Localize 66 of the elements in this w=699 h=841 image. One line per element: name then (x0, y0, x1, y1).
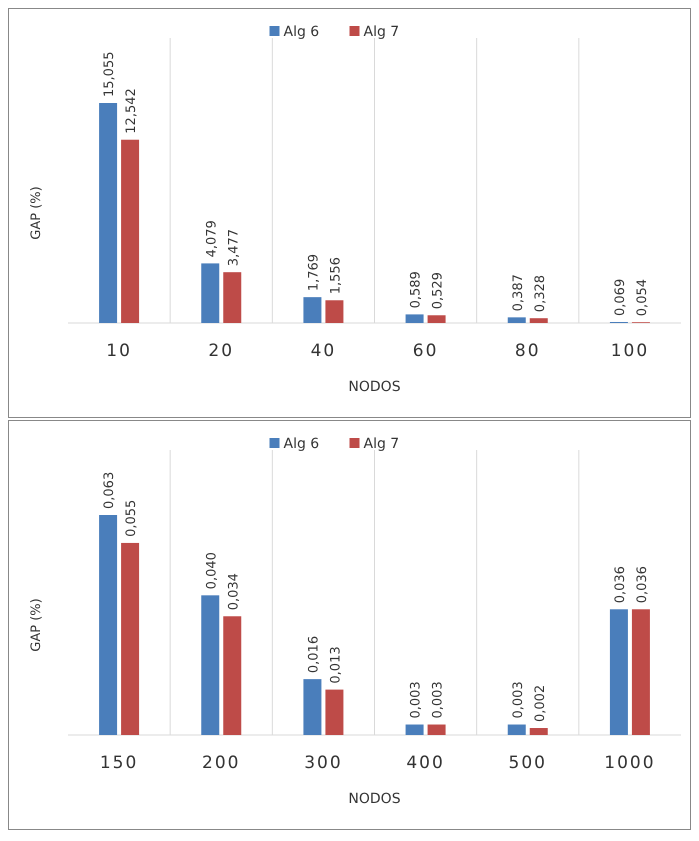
data-label: 0,055 (124, 500, 140, 537)
bar (325, 300, 344, 323)
bar (303, 297, 322, 323)
bar (223, 272, 242, 323)
bar (303, 679, 322, 735)
bar (530, 728, 548, 735)
x-tick-label: 1000 (604, 753, 656, 773)
data-label: 0,013 (328, 646, 344, 684)
x-tick-label: 400 (406, 753, 445, 773)
data-label: 0,589 (408, 271, 424, 308)
bar (428, 724, 446, 735)
bar (508, 724, 526, 735)
bar (223, 616, 242, 735)
x-tick-label: 40 (310, 341, 336, 361)
y-axis-title: GAP (%) (29, 598, 44, 652)
x-tick-label: 80 (514, 341, 541, 361)
x-tick-label: 60 (412, 341, 438, 361)
x-tick-label: 300 (304, 753, 343, 773)
bar (406, 314, 424, 323)
data-label: 0,003 (408, 681, 424, 719)
x-tick-label: 500 (508, 753, 547, 773)
bar (610, 609, 628, 735)
x-tick-label: 20 (208, 341, 234, 361)
bar (530, 318, 548, 323)
legend-label: Alg 7 (364, 24, 400, 40)
data-label: 0,040 (204, 552, 220, 590)
data-label: 0,003 (430, 681, 446, 719)
bar (121, 542, 140, 735)
data-label: 12,542 (124, 88, 140, 134)
data-label: 0,036 (612, 566, 628, 604)
data-label: 1,556 (328, 257, 344, 294)
data-label: 0,387 (510, 274, 526, 312)
data-label: 0,016 (306, 636, 322, 674)
bar (406, 724, 424, 735)
legend-label: Alg 6 (284, 24, 320, 40)
bar (428, 315, 446, 323)
x-tick-label: 150 (100, 753, 138, 773)
data-label: 4,079 (204, 220, 220, 258)
legend-label: Alg 6 (284, 436, 320, 452)
data-label: 3,477 (226, 228, 242, 266)
data-label: 0,034 (226, 573, 242, 610)
data-label: 15,055 (102, 52, 118, 97)
data-label: 0,002 (532, 684, 548, 722)
x-tick-label: 10 (106, 341, 132, 361)
bar (632, 609, 650, 735)
data-label: 1,769 (306, 254, 322, 292)
bar (99, 103, 118, 323)
data-label: 0,529 (430, 272, 446, 310)
data-label: 0,328 (532, 274, 548, 312)
data-label: 0,036 (634, 566, 650, 604)
x-axis-title: NODOS (348, 791, 401, 807)
bar (508, 317, 526, 323)
y-axis-title: GAP (%) (29, 186, 44, 240)
bar (201, 595, 220, 735)
bar (121, 140, 140, 323)
data-label: 0,054 (634, 278, 650, 316)
x-tick-label: 200 (202, 753, 240, 773)
data-label: 0,069 (612, 278, 628, 316)
x-tick-label: 100 (610, 341, 650, 361)
data-label: 0,003 (510, 681, 526, 719)
data-label: 0,063 (102, 472, 118, 509)
bar (201, 263, 220, 323)
x-axis-title: NODOS (348, 379, 401, 395)
legend-label: Alg 7 (364, 436, 400, 452)
bar (99, 515, 118, 735)
bar (325, 690, 344, 735)
